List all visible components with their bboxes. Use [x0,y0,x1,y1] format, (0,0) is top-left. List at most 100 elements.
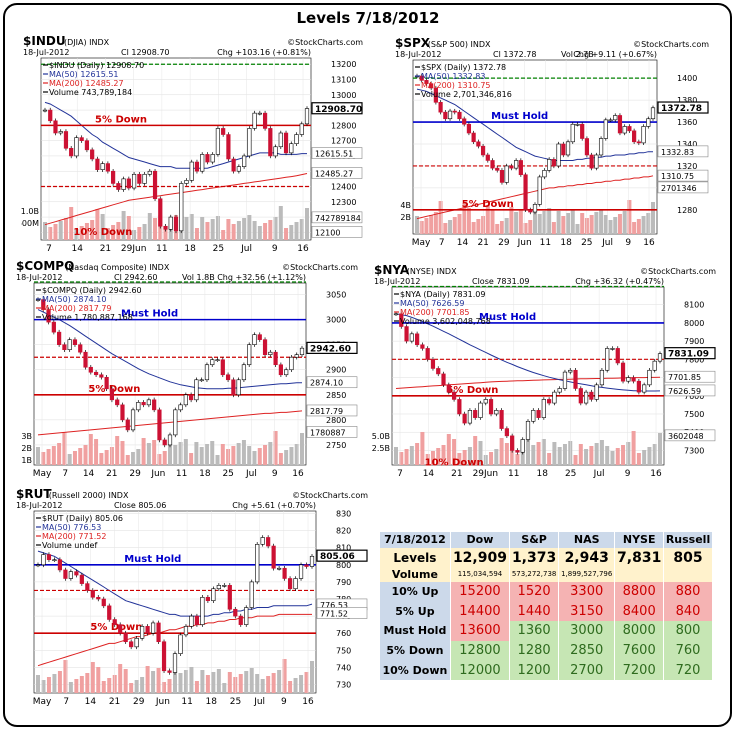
candle-body [289,143,294,154]
callout-box [311,102,363,115]
volume-bar [63,218,68,240]
volume-bar [137,227,142,240]
volume-bar [409,446,414,465]
chart-source: ©StockCharts.com [640,267,716,276]
volume-bar [504,443,509,465]
volume-bar [515,454,520,465]
table-cell: 1280 [509,640,560,661]
candle-body [104,376,109,390]
volume-bar [162,451,167,465]
candle-body [419,75,424,81]
x-tick-label: 29Jun [121,244,147,254]
x-tick-label: Jul [240,244,252,254]
table-cell: 760 [663,640,713,661]
chart-chg: Chg +5.61 (+0.70%) [232,501,316,510]
x-tick-label: 29Jun [473,469,499,479]
x-tick-label: 29 [498,238,510,248]
candle-body [268,128,273,157]
table-cell: 7600 [614,640,665,661]
volume-bar [74,229,79,240]
volume-bar [231,446,236,465]
candle-body [172,653,178,673]
table-cell: 14400 [450,601,511,621]
x-tick-label: May [33,697,52,707]
candle-body [557,388,562,393]
volume-bar [90,662,95,693]
candle-body [109,388,115,401]
candle-body [247,344,252,366]
volume-bar [146,443,151,465]
legend-entry: $COMPQ (Daily) 2942.60 [42,286,142,295]
candle-body [72,339,78,345]
candle-body [541,399,546,418]
candle-body [93,371,99,376]
y-tick-label: 750 [336,646,351,655]
volume-bar [278,453,283,465]
callout-box [657,181,709,194]
volume-bar [294,222,299,240]
volume-bar [536,442,541,465]
y-tick-label: 810 [336,544,351,553]
x-tick-label: Jul [601,238,613,248]
volume-bar [162,682,167,693]
candle-body [205,596,210,602]
candle-body [145,626,150,634]
x-tick-label: 9 [272,244,278,254]
callout-box [306,426,358,438]
candle-body [257,112,262,115]
y-tick-label: 7900 [684,337,704,346]
y-tick-label: 740 [336,663,351,672]
x-tick-label: 29 [133,697,145,707]
candle-body [231,379,236,396]
candle-body [551,159,556,167]
candle-body [178,404,183,411]
volume-bar [68,682,73,693]
candle-body [499,410,504,429]
candle-body [273,351,278,366]
volume-label: 2B [400,213,411,222]
volume-bar [183,670,188,693]
volume-bar [433,212,438,234]
candle-body [578,388,583,404]
volume-bar [608,220,613,234]
candle-body [575,123,580,126]
callout-value: 1780887 [310,428,346,437]
chart-name: (Nasdaq Composite) INDX [65,263,170,272]
volume-bar [448,220,453,234]
candle-body [221,128,226,135]
candle-body [509,165,514,169]
volume-bar [184,217,189,240]
legend-entry: $INDU (Daily) 12908.70 [49,61,144,70]
candle-body [273,146,278,157]
y-tick-label: 2900 [326,366,346,375]
candle-body [562,371,568,389]
volume-bar [51,446,56,465]
candle-body [41,299,46,310]
candle-body [605,348,610,371]
candle-body [478,402,483,418]
candle-body [79,574,84,584]
volume-bar [48,227,53,240]
candle-body [266,537,271,547]
volume-bar [494,449,499,465]
volume-bar [562,444,567,465]
chart-chg: Chg +9.11 (+0.67%) [573,50,657,59]
candle-body [594,154,599,169]
levels-table: 7/18/2012 Dow S&P NAS NYSE Russell Level… [380,532,713,680]
volume-bar [156,668,161,693]
candle-body [542,170,547,178]
volume-bar [299,219,304,240]
candle-body [409,333,414,342]
volume-bar [200,217,205,240]
legend-entry: Volume 3,602,048,768 [400,317,491,326]
candle-body [255,544,260,583]
x-tick-label: 21 [109,697,120,707]
level-value: 805 [663,547,713,569]
candle-body [510,435,515,451]
candle-body [215,128,221,155]
volume-bar [205,222,210,240]
volume-bar [441,445,446,465]
volume-bar [429,215,434,234]
volume-bar [284,228,289,240]
